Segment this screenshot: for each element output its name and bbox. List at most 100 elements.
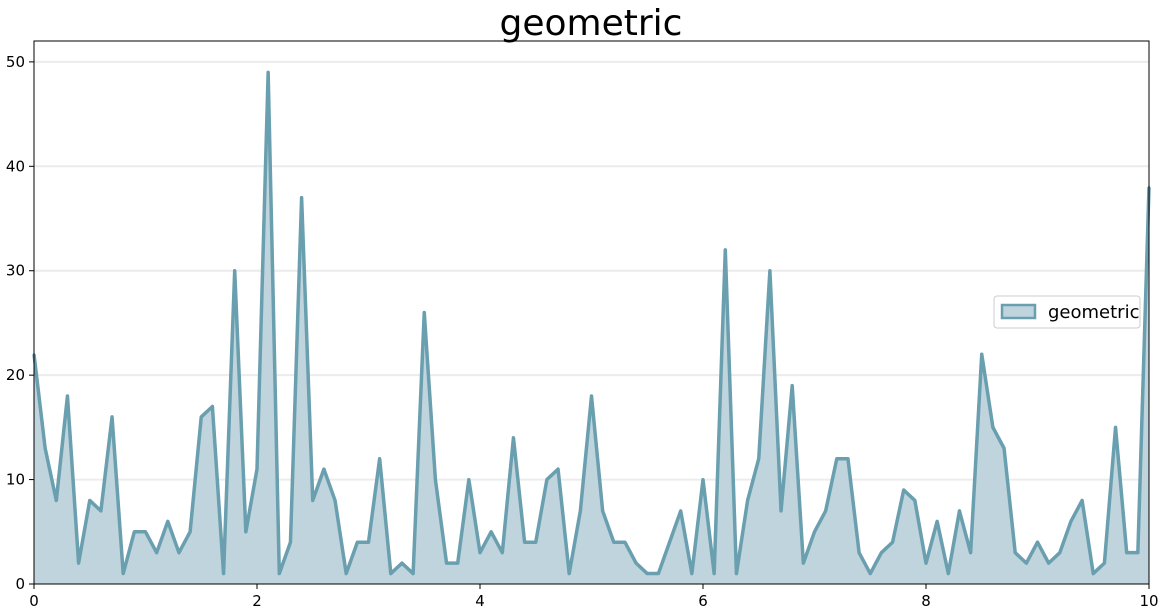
x-tick-label: 2 [252, 592, 262, 610]
data-point-77 [891, 541, 894, 544]
data-point-44 [523, 541, 526, 544]
data-point-21 [266, 71, 270, 74]
data-point-13 [177, 551, 181, 554]
data-point-81 [935, 520, 939, 523]
data-point-88 [1014, 551, 1017, 554]
data-point-87 [1002, 447, 1006, 450]
data-point-52 [612, 541, 615, 544]
data-point-41 [489, 530, 493, 533]
data-point-60 [701, 478, 705, 481]
data-point-92 [1058, 551, 1062, 554]
data-point-17 [222, 572, 225, 575]
data-point-11 [155, 551, 158, 554]
grid [34, 60, 1149, 481]
data-point-58 [679, 509, 682, 513]
legend-swatch [1000, 303, 1037, 320]
data-points [32, 71, 1151, 575]
data-point-28 [345, 572, 348, 575]
data-point-95 [1092, 572, 1095, 575]
x-tick-label: 0 [29, 592, 39, 610]
y-tick-label: 0 [15, 575, 25, 593]
data-point-73 [846, 457, 850, 460]
data-point-70 [813, 530, 816, 533]
data-point-82 [947, 572, 950, 575]
data-point-8 [122, 572, 125, 575]
data-point-29 [356, 541, 359, 544]
data-point-90 [1036, 541, 1039, 544]
data-point-93 [1069, 520, 1073, 523]
data-point-36 [434, 478, 437, 481]
data-point-45 [534, 541, 537, 544]
data-point-25 [311, 499, 314, 502]
data-point-48 [568, 572, 571, 575]
data-point-62 [724, 248, 727, 252]
data-point-10 [144, 530, 147, 533]
data-point-54 [634, 561, 638, 565]
data-point-9 [133, 530, 136, 533]
data-point-76 [880, 551, 883, 554]
y-tick-label: 20 [6, 366, 25, 384]
data-point-75 [869, 572, 872, 575]
data-point-56 [657, 572, 660, 575]
x-axis: 0 2 4 6 8 10 [29, 584, 1159, 610]
data-point-12 [166, 520, 169, 523]
data-point-24 [300, 196, 303, 199]
data-point-49 [579, 509, 582, 513]
series-area-fill [34, 72, 1149, 584]
data-point-67 [779, 509, 783, 513]
data-point-33 [400, 561, 404, 565]
data-point-78 [902, 488, 905, 492]
data-point-59 [690, 572, 694, 575]
x-tick-label: 6 [698, 592, 708, 610]
data-point-53 [623, 541, 627, 544]
x-tick-label: 4 [475, 592, 485, 610]
data-point-64 [746, 499, 749, 502]
data-point-1 [43, 447, 47, 450]
data-point-27 [333, 499, 337, 502]
data-point-80 [924, 561, 928, 565]
data-point-30 [367, 541, 370, 544]
data-point-34 [411, 572, 415, 575]
legend: geometric [993, 295, 1141, 329]
data-point-65 [757, 457, 760, 460]
data-point-2 [55, 499, 58, 502]
data-point-96 [1103, 561, 1106, 565]
y-tick-label: 50 [6, 53, 25, 71]
legend-label: geometric [1048, 302, 1139, 323]
plot-frame [33, 40, 1150, 585]
data-point-6 [99, 509, 103, 513]
data-point-66 [768, 269, 772, 272]
chart-title: geometric [500, 3, 683, 44]
data-point-89 [1025, 561, 1028, 565]
data-point-61 [712, 572, 716, 575]
data-point-69 [802, 561, 805, 565]
data-point-79 [913, 499, 917, 502]
x-tick-label: 8 [921, 592, 931, 610]
y-tick-label: 30 [6, 262, 25, 280]
data-point-42 [501, 551, 504, 554]
y-tick-label: 10 [6, 471, 25, 489]
data-point-35 [423, 311, 426, 314]
data-point-57 [668, 541, 671, 544]
data-point-68 [791, 384, 794, 387]
data-point-43 [512, 436, 515, 440]
data-point-31 [378, 457, 381, 460]
data-point-16 [211, 405, 214, 408]
data-point-63 [735, 572, 738, 575]
data-point-19 [244, 530, 248, 533]
data-point-3 [66, 394, 69, 398]
data-point-14 [188, 530, 192, 533]
data-point-32 [389, 572, 392, 575]
data-point-74 [857, 551, 861, 554]
data-point-98 [1125, 551, 1128, 554]
data-point-22 [278, 572, 281, 575]
data-point-23 [289, 541, 292, 544]
data-point-47 [556, 467, 560, 471]
data-point-97 [1114, 426, 1117, 429]
data-point-46 [545, 478, 549, 481]
data-point-72 [835, 457, 838, 460]
data-point-38 [456, 561, 459, 565]
data-point-20 [255, 467, 259, 471]
data-point-71 [824, 509, 827, 513]
y-tick-label: 40 [6, 157, 25, 175]
